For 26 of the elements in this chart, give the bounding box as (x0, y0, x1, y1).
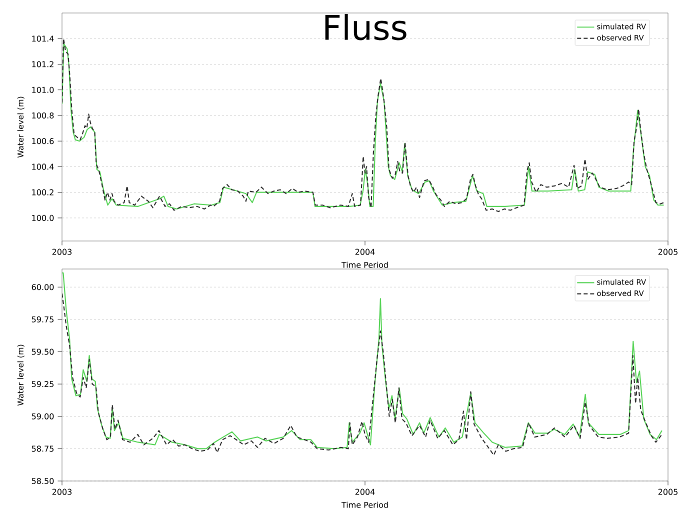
x-tick-label: 2004 (355, 248, 375, 255)
y-tick-label: 100.6 (32, 138, 54, 144)
y-tick-label: 100.8 (32, 112, 54, 118)
y-tick-label: 101.4 (32, 36, 54, 42)
y-tick-label: 100.0 (32, 214, 54, 221)
y-tick-label: 60.00 (32, 284, 54, 290)
y-tick-label: 100.4 (32, 164, 54, 170)
x-axis-title: Time Period (341, 262, 388, 268)
x-axis-title: Time Period (341, 502, 388, 508)
x-tick-label: 2005 (658, 488, 678, 495)
x-tick-label: 2003 (52, 488, 72, 495)
y-axis-title: Water level (m) (17, 344, 24, 406)
y-tick-label: 101.0 (32, 86, 54, 93)
y-tick-label: 59.50 (32, 348, 54, 355)
y-tick-label: 59.25 (32, 381, 54, 388)
x-tick-label: 2005 (658, 248, 678, 255)
y-tick-label: 59.00 (32, 413, 54, 420)
x-tick-label: 2003 (52, 248, 72, 255)
chart-title: Fluss (325, 14, 406, 40)
y-tick-label: 101.2 (32, 61, 54, 68)
x-tick-label: 2004 (355, 488, 375, 495)
y-tick-label: 100.2 (32, 189, 54, 196)
y-axis-title: Water level (m) (17, 96, 24, 158)
y-tick-label: 58.75 (32, 446, 54, 452)
y-tick-label: 58.50 (32, 478, 54, 484)
y-tick-label: 59.75 (32, 316, 54, 322)
